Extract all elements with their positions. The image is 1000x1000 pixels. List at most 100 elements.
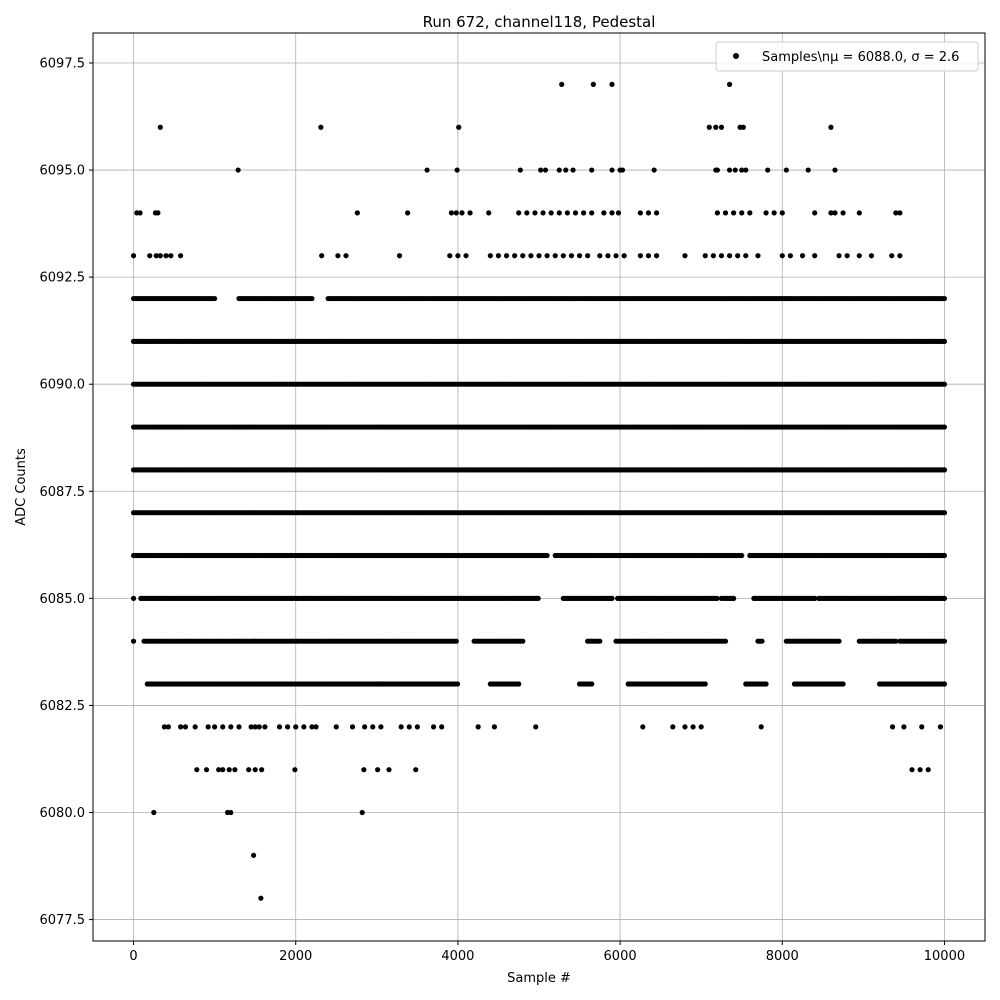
- data-point: [585, 253, 591, 259]
- data-point: [609, 167, 615, 173]
- data-point: [897, 210, 903, 216]
- data-point: [783, 167, 789, 173]
- y-tick-label: 6077.5: [40, 913, 86, 928]
- data-point: [690, 724, 696, 730]
- data-point: [313, 724, 319, 730]
- data-point: [743, 253, 749, 259]
- axis-ticks: 0 2000 4000 6000 8000 10000 6077.5 6080.0 6082.5…: [40, 56, 966, 964]
- data-point: [542, 167, 549, 173]
- data-point: [653, 253, 660, 259]
- y-tick-label: 6090.0: [40, 378, 86, 393]
- data-point: [812, 210, 818, 216]
- data-point: [840, 210, 846, 216]
- data-point: [548, 210, 554, 216]
- data-point: [177, 724, 184, 730]
- data-point: [828, 210, 834, 216]
- data-point: [318, 124, 324, 130]
- data-point: [153, 253, 159, 259]
- data-point: [463, 253, 469, 259]
- data-point: [232, 767, 238, 773]
- data-point: [516, 210, 522, 216]
- data-point: [456, 124, 462, 130]
- data-point: [413, 767, 419, 773]
- legend-marker: [733, 53, 739, 59]
- data-point: [155, 210, 161, 216]
- data-point: [613, 253, 619, 259]
- data-point: [640, 724, 646, 730]
- data-point: [301, 724, 307, 730]
- data-point: [430, 724, 437, 730]
- data-point: [532, 210, 538, 216]
- data-point: [836, 638, 842, 644]
- data-point: [544, 253, 550, 259]
- data-point: [560, 253, 566, 259]
- data-point: [941, 424, 948, 430]
- data-point: [564, 210, 570, 216]
- data-point: [398, 724, 404, 730]
- data-point: [889, 253, 895, 259]
- data-point: [722, 638, 729, 644]
- data-point: [559, 81, 565, 87]
- legend: Samples\nμ = 6088.0, σ = 2.6: [715, 41, 979, 72]
- data-point: [157, 253, 163, 259]
- y-tick-label: 6085.0: [40, 592, 86, 607]
- data-point: [941, 467, 948, 473]
- data-point: [710, 253, 716, 259]
- data-point: [925, 767, 931, 773]
- data-point: [714, 210, 721, 216]
- data-point: [486, 210, 492, 216]
- data-point: [609, 81, 615, 87]
- data-point: [572, 210, 579, 216]
- data-point: [739, 167, 745, 173]
- data-point: [163, 253, 169, 259]
- data-point: [236, 724, 242, 730]
- data-point: [235, 167, 241, 173]
- y-tick-label: 6095.0: [40, 164, 86, 179]
- data-point: [528, 253, 534, 259]
- data-point: [812, 253, 818, 259]
- data-point: [168, 253, 174, 259]
- data-point: [157, 124, 163, 130]
- data-point: [787, 253, 793, 259]
- data-point: [455, 253, 461, 259]
- data-point: [605, 253, 611, 259]
- data-point: [917, 767, 923, 773]
- data-point: [524, 210, 530, 216]
- data-point: [130, 638, 137, 644]
- data-point: [151, 809, 157, 816]
- data-point: [799, 253, 806, 259]
- data-point: [844, 253, 850, 259]
- data-point: [220, 767, 226, 773]
- data-point: [424, 167, 430, 173]
- data-point: [453, 210, 459, 216]
- data-point: [192, 724, 198, 730]
- data-point: [706, 124, 712, 130]
- data-point: [203, 767, 210, 773]
- data-point: [538, 167, 544, 173]
- data-point: [194, 767, 200, 773]
- data-point: [177, 253, 184, 259]
- data-point: [252, 724, 258, 730]
- plot-area: [93, 33, 985, 941]
- data-point: [228, 724, 234, 730]
- data-point: [386, 767, 392, 773]
- data-point: [713, 124, 719, 130]
- data-point: [262, 724, 268, 730]
- data-point: [941, 295, 948, 302]
- data-point: [475, 724, 481, 730]
- data-point: [285, 724, 291, 730]
- data-point: [609, 210, 615, 216]
- x-tick-label: 6000: [604, 949, 637, 964]
- data-point: [556, 210, 562, 216]
- data-point: [161, 724, 167, 730]
- data-point: [771, 210, 777, 216]
- data-point: [568, 253, 575, 259]
- data-point: [491, 724, 497, 730]
- data-point: [722, 210, 729, 216]
- data-point: [333, 724, 339, 730]
- data-point: [779, 210, 785, 216]
- plot-frame: [92, 32, 986, 942]
- data-point: [130, 595, 137, 601]
- data-point: [520, 253, 526, 259]
- data-point: [651, 167, 657, 173]
